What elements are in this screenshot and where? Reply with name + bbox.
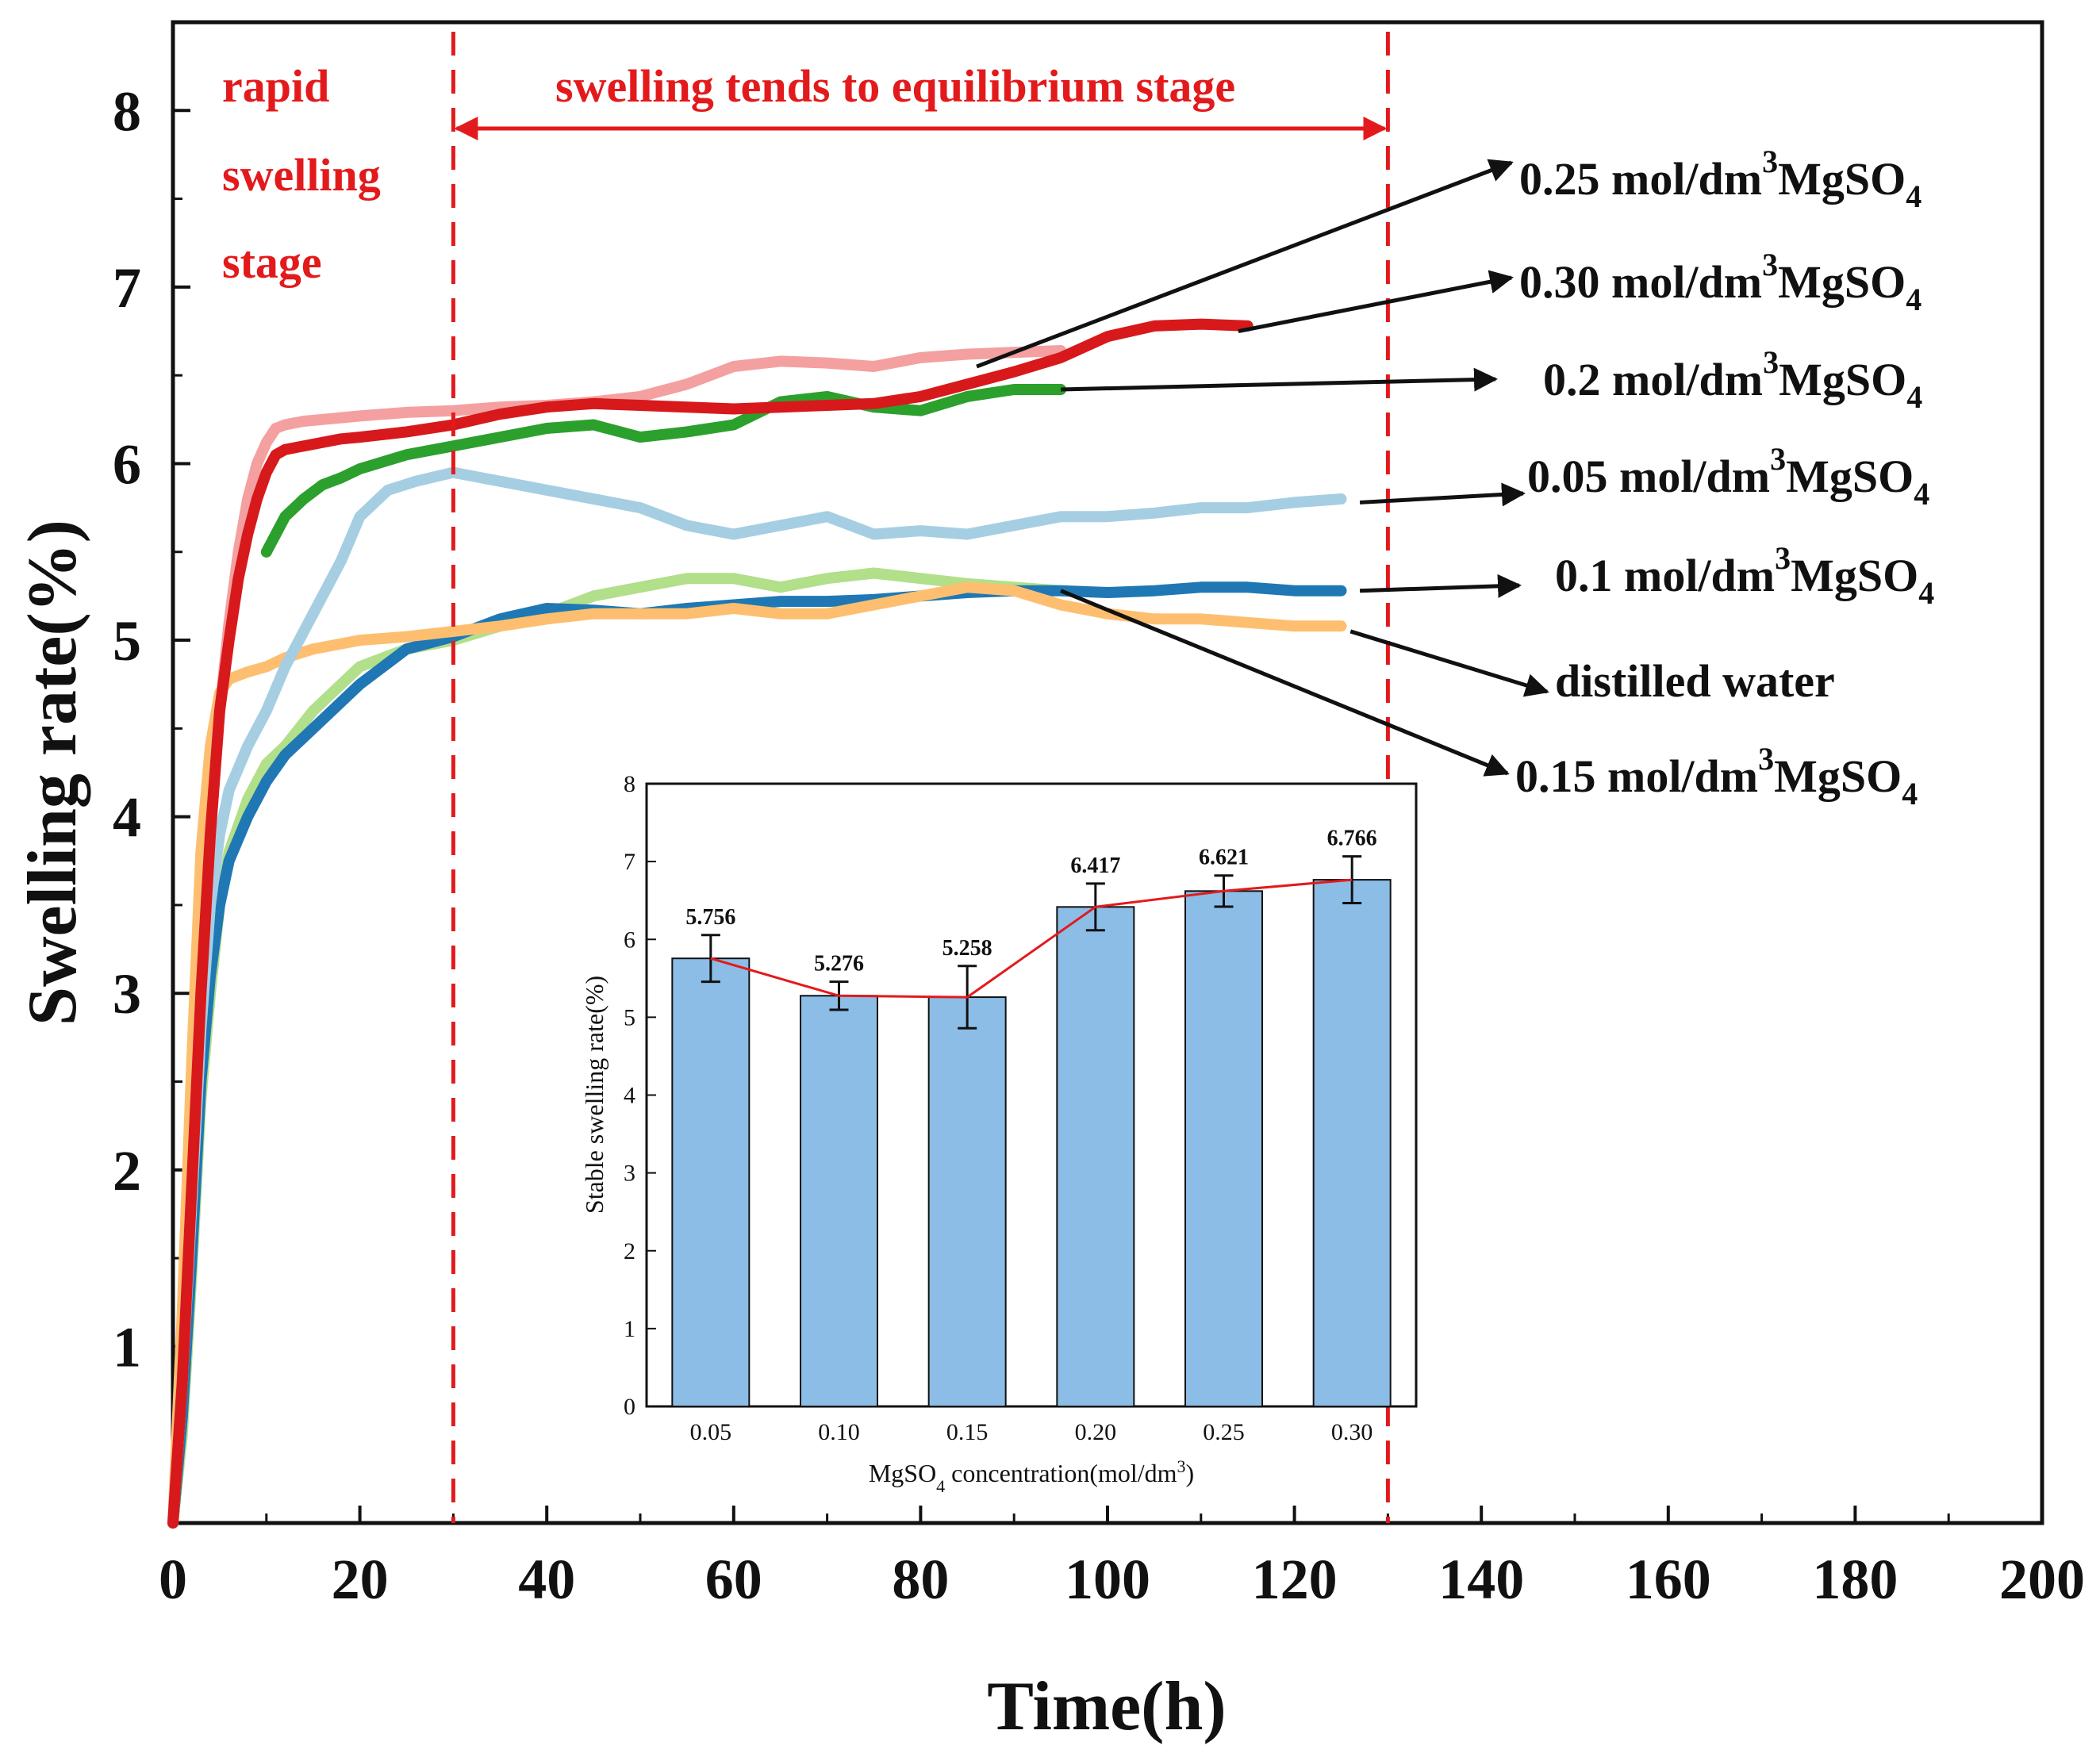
inset-frame	[645, 782, 1418, 1408]
inset-bar	[800, 995, 878, 1407]
x-tick-label: 100	[1065, 1548, 1150, 1611]
inset-value-label: 6.417	[1070, 854, 1120, 878]
inset-value-label: 6.621	[1199, 846, 1249, 870]
x-tick-label: 20	[332, 1548, 389, 1611]
inset-y-tick-label: 2	[624, 1238, 635, 1264]
legend-arrow	[1060, 589, 1510, 777]
series-line	[260, 384, 1067, 558]
y-tick-label: 8	[113, 79, 141, 143]
inset-bar	[671, 957, 751, 1407]
inset-x-tick-label: 0.20	[1075, 1419, 1117, 1445]
inset-bar	[927, 996, 1007, 1407]
legend-label: 0.30 mol/dm3MgSO4	[1519, 247, 1921, 317]
inset-value-label: 5.276	[814, 952, 864, 976]
inset-y-tick-label: 4	[624, 1083, 635, 1109]
legend-label: 0.15 mol/dm3MgSO4	[1515, 741, 1918, 811]
y-tick-label: 5	[113, 609, 141, 673]
inset-y-tick-label: 6	[624, 927, 635, 953]
y-tick-label: 7	[113, 256, 141, 320]
series-legend: 0.25 mol/dm3MgSO4 0.30 mol/dm3MgSO4 0.2 mo…	[976, 144, 1934, 811]
legend-label: 0.2 mol/dm3MgSO4	[1543, 344, 1922, 415]
series-line	[167, 581, 1347, 1529]
x-tick-label: 140	[1438, 1548, 1524, 1611]
inset-y-tick-label: 0	[624, 1394, 635, 1420]
equilibrium-stage-label: swelling tends to equilibrium stage	[555, 60, 1235, 112]
inset-xlabel-end: )	[1186, 1459, 1195, 1487]
inset-y-tick-label: 5	[624, 1004, 635, 1030]
series-line	[167, 466, 1347, 1529]
legend-arrow	[1349, 629, 1549, 697]
inset-value-label: 5.258	[943, 936, 992, 961]
x-tick-label: 120	[1252, 1548, 1338, 1611]
inset-x-tick-label: 0.30	[1331, 1419, 1373, 1445]
rapid-stage-label-2: swelling	[222, 149, 381, 201]
legend-arrow	[976, 159, 1514, 369]
y-tick-label: 2	[113, 1139, 141, 1203]
y-tick-label: 4	[113, 786, 141, 850]
x-tick-label: 0	[159, 1548, 187, 1611]
inset-trend-line	[710, 878, 1353, 999]
inset-y-axis-title: Stable swelling rate(%)	[580, 976, 609, 1214]
y-tick-label: 1	[113, 1315, 141, 1379]
x-tick-label: 60	[705, 1548, 762, 1611]
legend-label: 0.25 mol/dm3MgSO4	[1519, 144, 1921, 214]
inset-bar	[1312, 879, 1392, 1408]
inset-xlabel-sub: 4	[936, 1476, 945, 1496]
inset-bars: 5.756 5.276 5.258 6.417 6.621 6.766	[671, 827, 1392, 1408]
legend-label: distilled water	[1555, 655, 1835, 707]
inset-y-tick-label: 7	[624, 849, 635, 875]
x-tick-label: 160	[1626, 1548, 1711, 1611]
series-line	[167, 318, 1253, 1529]
inset-x-tick-label: 0.25	[1203, 1419, 1245, 1445]
inset-axis-ticks: 0 1 2 3 4 5 6 7 8 0.05 0.10 0.15 0.20 0.25 0.30	[624, 771, 1372, 1445]
x-tick-label: 200	[1999, 1548, 2085, 1611]
inset-y-tick-label: 1	[624, 1316, 635, 1342]
y-axis-title: Swelling rate(%)	[14, 520, 91, 1026]
inset-y-tick-label: 3	[624, 1161, 635, 1187]
inset-x-axis-title: MgSO4 concentration(mol/dm3)	[869, 1456, 1194, 1496]
inset-value-label: 5.756	[685, 905, 735, 930]
inset-x-tick-label: 0.05	[690, 1419, 732, 1445]
legend-arrow	[1238, 270, 1514, 333]
y-tick-label: 3	[113, 962, 141, 1026]
legend-label: 0.1 mol/dm3MgSO4	[1555, 540, 1934, 611]
inset-value-label: 6.766	[1327, 827, 1377, 851]
inset-xlabel-prefix: MgSO	[869, 1459, 936, 1487]
x-tick-label: 180	[1812, 1548, 1898, 1611]
rapid-stage-label-1: rapid	[222, 60, 329, 112]
inset-bar	[1056, 906, 1135, 1408]
x-tick-label: 40	[518, 1548, 575, 1611]
legend-arrow	[1061, 367, 1498, 392]
y-tick-label: 6	[113, 432, 141, 496]
rapid-stage-label-3: stage	[222, 236, 322, 288]
x-tick-label: 80	[892, 1548, 949, 1611]
inset-bar	[1184, 890, 1263, 1407]
legend-label: 0.05 mol/dm3MgSO4	[1527, 441, 1929, 512]
x-axis-title: Time(h)	[987, 1668, 1226, 1745]
main-series-lines	[167, 318, 1347, 1529]
inset-y-tick-label: 8	[624, 771, 635, 797]
inset-xlabel-mid: concentration(mol/dm	[945, 1459, 1177, 1487]
inset-x-tick-label: 0.10	[818, 1419, 860, 1445]
inset-x-tick-label: 0.15	[946, 1419, 989, 1445]
inset-xlabel-sup: 3	[1177, 1456, 1186, 1476]
legend-arrow	[1359, 574, 1522, 598]
legend-arrow	[1359, 482, 1526, 507]
